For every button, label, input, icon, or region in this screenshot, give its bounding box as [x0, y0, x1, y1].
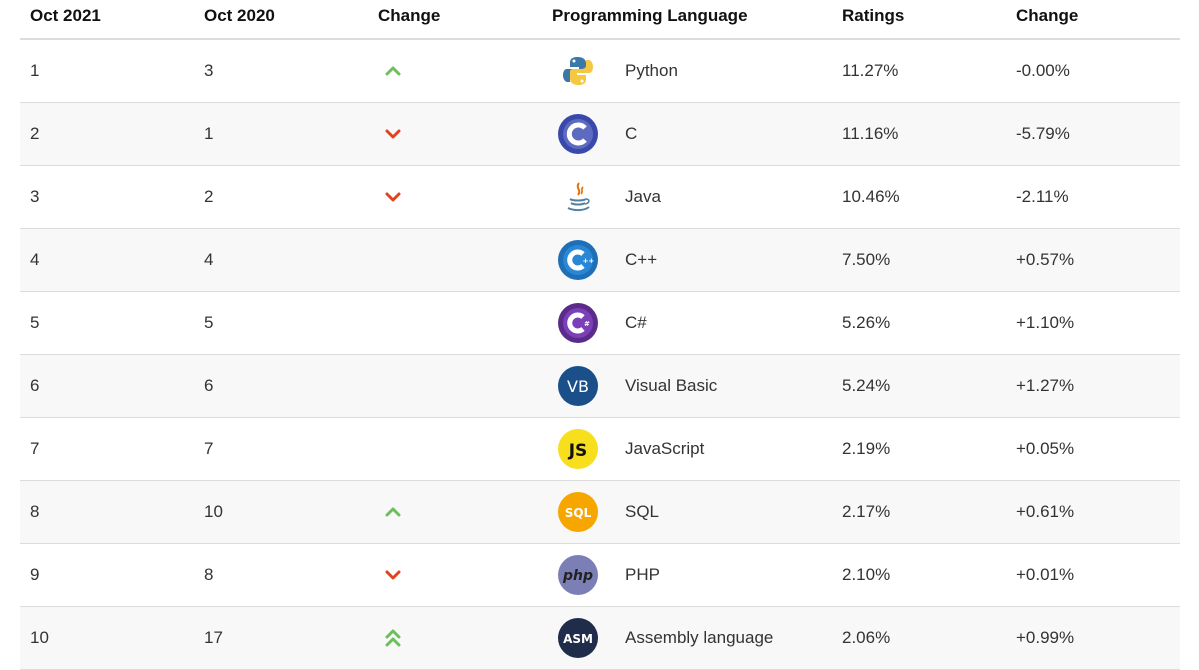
c-icon — [556, 103, 600, 165]
rating-change: +0.99% — [1016, 628, 1075, 647]
table-row: 8 10 SQL SQL 2.17% +0.61% — [20, 481, 1180, 544]
rating-value: 2.19% — [842, 439, 891, 458]
rank-oct-2020: 6 — [204, 376, 214, 395]
language-name: Python — [625, 61, 678, 80]
table-row: 4 4 ++ C++ 7.50% +0.57% — [20, 229, 1180, 292]
language-name: Java — [625, 187, 661, 206]
rank-oct-2021: 8 — [30, 502, 40, 521]
chevron-down-icon — [378, 103, 408, 165]
tiobe-ranking-table: Oct 2021 Oct 2020 Change Programming Lan… — [20, 0, 1180, 670]
table-row: 5 5 # C# 5.26% +1.10% — [20, 292, 1180, 355]
rank-oct-2021: 9 — [30, 565, 40, 584]
svg-text:++: ++ — [583, 257, 595, 265]
rating-change: +0.57% — [1016, 250, 1075, 269]
rank-oct-2020: 17 — [204, 628, 223, 647]
javascript-icon: JS — [556, 418, 600, 480]
java-icon — [556, 166, 600, 228]
language-name: Visual Basic — [625, 376, 718, 395]
rank-oct-2020: 1 — [204, 124, 214, 143]
table-row: 1 3 Python 11.27% -0.00% — [20, 40, 1180, 103]
rating-change: +1.27% — [1016, 376, 1075, 395]
header-change-percent[interactable]: Change — [1016, 6, 1079, 25]
svg-text:ASM: ASM — [563, 632, 593, 646]
header-programming-language[interactable]: Programming Language — [552, 6, 748, 25]
rank-oct-2020: 10 — [204, 502, 223, 521]
table-header: Oct 2021 Oct 2020 Change Programming Lan… — [20, 0, 1180, 40]
language-name: PHP — [625, 565, 660, 584]
rank-oct-2020: 5 — [204, 313, 214, 332]
rating-value: 2.06% — [842, 628, 891, 647]
svg-text:SQL: SQL — [565, 506, 592, 520]
cpp-icon: ++ — [556, 229, 600, 291]
chevron-up-icon — [378, 40, 408, 102]
rating-value: 5.26% — [842, 313, 891, 332]
rank-oct-2020: 4 — [204, 250, 214, 269]
no-change-indicator — [378, 292, 408, 354]
rating-value: 11.27% — [842, 61, 899, 80]
svg-text:VB: VB — [567, 377, 589, 396]
language-name: JavaScript — [625, 439, 705, 458]
vb-icon: VB — [556, 355, 600, 417]
assembly-icon: ASM — [556, 607, 600, 669]
header-oct-2021[interactable]: Oct 2021 — [30, 6, 101, 25]
language-name: SQL — [625, 502, 660, 521]
header-change[interactable]: Change — [378, 6, 441, 25]
table-row: 6 6 VB Visual Basic 5.24% +1.27% — [20, 355, 1180, 418]
rating-value: 7.50% — [842, 250, 891, 269]
header-oct-2020[interactable]: Oct 2020 — [204, 6, 275, 25]
rank-oct-2020: 7 — [204, 439, 214, 458]
csharp-icon: # — [556, 292, 600, 354]
table-body: 1 3 Python 11.27% -0.00% 2 1 C 11.16% -5.79% 3 2 Jav… — [20, 40, 1180, 670]
chevron-down-icon — [378, 166, 408, 228]
header-ratings[interactable]: Ratings — [842, 6, 905, 25]
chevron-down-icon — [378, 544, 408, 606]
no-change-indicator — [378, 355, 408, 417]
python-icon — [556, 40, 600, 102]
rank-oct-2021: 5 — [30, 313, 40, 332]
rating-change: +1.10% — [1016, 313, 1075, 332]
php-icon: php — [556, 544, 600, 606]
rank-oct-2021: 1 — [30, 61, 40, 80]
table-row: 7 7 JS JavaScript 2.19% +0.05% — [20, 418, 1180, 481]
chevron-up-icon — [378, 481, 408, 543]
rating-change: +0.01% — [1016, 565, 1075, 584]
double-chevron-up-icon — [378, 607, 408, 669]
rating-change: +0.61% — [1016, 502, 1075, 521]
rating-change: +0.05% — [1016, 439, 1075, 458]
table-row: 3 2 Java 10.46% -2.11% — [20, 166, 1180, 229]
rank-oct-2020: 8 — [204, 565, 214, 584]
rating-value: 2.17% — [842, 502, 891, 521]
table-row: 2 1 C 11.16% -5.79% — [20, 103, 1180, 166]
sql-icon: SQL — [556, 481, 600, 543]
rank-oct-2020: 3 — [204, 61, 214, 80]
rank-oct-2021: 3 — [30, 187, 40, 206]
rating-value: 11.16% — [842, 124, 899, 143]
rating-value: 5.24% — [842, 376, 891, 395]
rank-oct-2021: 4 — [30, 250, 40, 269]
rating-change: -0.00% — [1016, 61, 1070, 80]
svg-text:#: # — [584, 320, 590, 328]
svg-text:php: php — [562, 568, 593, 584]
svg-text:JS: JS — [568, 441, 588, 461]
language-name: C — [625, 124, 638, 143]
language-name: C++ — [625, 250, 658, 269]
rating-value: 2.10% — [842, 565, 891, 584]
language-name: C# — [625, 313, 647, 332]
rank-oct-2020: 2 — [204, 187, 214, 206]
table-row: 10 17 ASM Assembly language 2.06% +0.99% — [20, 607, 1180, 670]
rank-oct-2021: 7 — [30, 439, 40, 458]
table-row: 9 8 php PHP 2.10% +0.01% — [20, 544, 1180, 607]
rating-change: -5.79% — [1016, 124, 1070, 143]
rank-oct-2021: 10 — [30, 628, 49, 647]
rating-value: 10.46% — [842, 187, 900, 206]
rank-oct-2021: 2 — [30, 124, 40, 143]
no-change-indicator — [378, 229, 408, 291]
language-name: Assembly language — [625, 628, 774, 647]
no-change-indicator — [378, 418, 408, 480]
rank-oct-2021: 6 — [30, 376, 40, 395]
rating-change: -2.11% — [1016, 187, 1069, 206]
